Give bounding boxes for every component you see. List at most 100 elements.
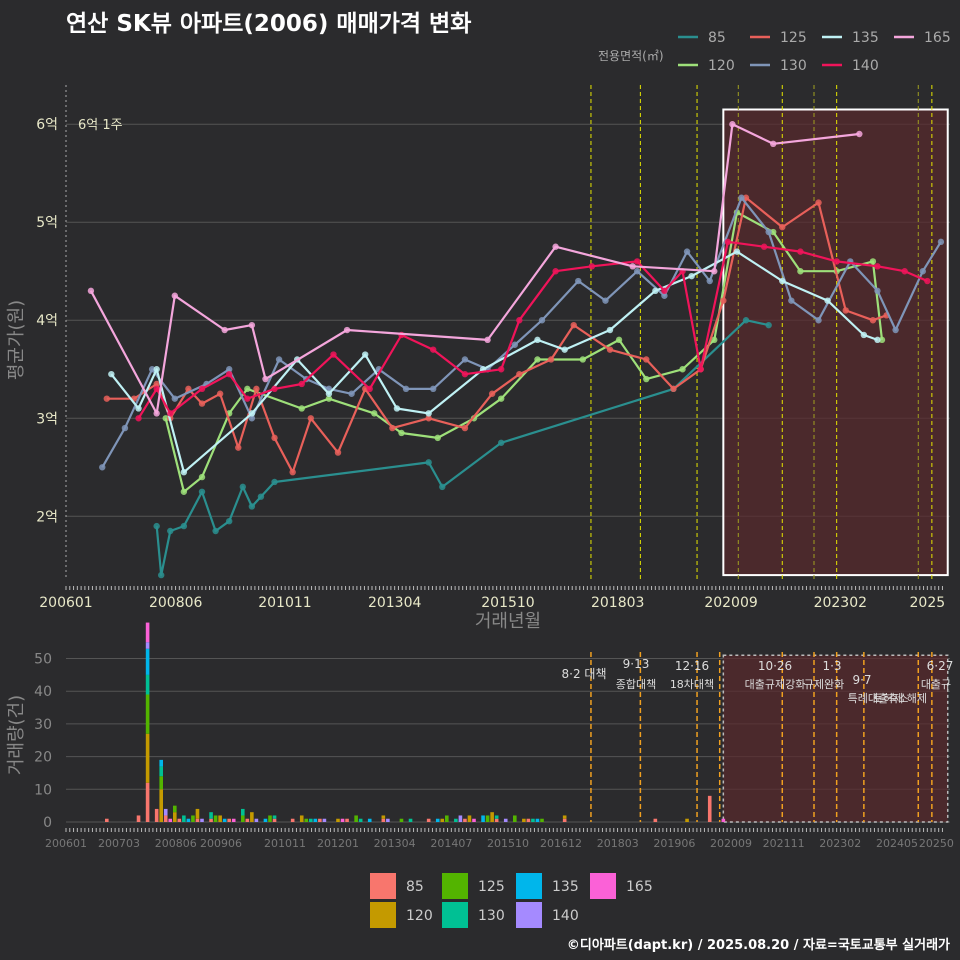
price-point-130 — [815, 317, 822, 324]
volume-policy-label: 9·7 — [852, 673, 871, 687]
price-point-85 — [167, 527, 174, 535]
volume-bar-125 — [354, 815, 358, 822]
volume-bar-85 — [494, 818, 499, 822]
volume-bar-140 — [254, 818, 259, 822]
price-point-120 — [869, 258, 877, 265]
volume-bar-130 — [272, 815, 277, 819]
volume-policy-label: 8·2 대책 — [562, 666, 607, 681]
price-point-135 — [325, 390, 333, 397]
price-point-165 — [484, 336, 491, 344]
price-x-tick-label: 201803 — [591, 595, 644, 611]
volume-x-tick-label: 200906 — [200, 837, 242, 850]
price-point-130 — [919, 268, 926, 275]
volume-bar-120 — [440, 818, 445, 822]
volume-y-tick-label: 40 — [34, 684, 52, 700]
volume-bar-130 — [408, 818, 413, 822]
volume-bar-125 — [159, 776, 163, 790]
volume-bar-165 — [340, 818, 345, 822]
price-point-165 — [87, 287, 95, 295]
price-point-120 — [534, 356, 541, 363]
price-point-85 — [226, 517, 233, 525]
price-legend-label-125: 125 — [780, 30, 807, 46]
price-point-85 — [239, 483, 246, 491]
volume-x-tick-label: 201201 — [317, 837, 359, 850]
price-point-140 — [697, 366, 704, 373]
price-legend-label-135: 135 — [852, 30, 879, 46]
price-x-tick-label: 201011 — [258, 595, 311, 611]
volume-bar-120 — [173, 812, 177, 822]
volume-x-tick-label: 202405 — [876, 837, 918, 850]
price-point-165 — [171, 292, 178, 299]
price-x-tick-label: 200806 — [149, 595, 203, 611]
price-point-130 — [148, 366, 156, 373]
volume-legend-label-125: 125 — [478, 879, 505, 895]
price-point-135 — [135, 405, 142, 412]
volume-x-tick-label: 200703 — [98, 837, 140, 850]
price-point-125 — [271, 434, 278, 442]
price-point-165 — [153, 410, 160, 417]
volume-bar-125 — [445, 815, 449, 822]
volume-y-tick-label: 30 — [34, 717, 52, 733]
volume-bar-140 — [145, 642, 150, 649]
price-point-125 — [869, 317, 877, 324]
price-point-120 — [371, 410, 378, 417]
price-point-140 — [552, 268, 559, 275]
price-point-120 — [498, 395, 505, 402]
price-x-tick-label: 202302 — [814, 595, 867, 611]
volume-x-tick-label: 202302 — [819, 837, 861, 850]
volume-bar-165 — [721, 818, 726, 822]
price-point-135 — [652, 287, 659, 295]
volume-bar-140 — [386, 818, 390, 822]
price-y-axis-title: 평균가(원) — [6, 300, 27, 380]
price-point-140 — [198, 385, 206, 393]
volume-bar-85 — [653, 818, 658, 822]
volume-bar-165 — [145, 622, 150, 643]
price-x-tick-label: 200601 — [39, 595, 92, 611]
price-y-tick-label: 6억 — [36, 117, 58, 133]
price-point-135 — [393, 405, 401, 412]
volume-y-tick-label: 0 — [43, 815, 52, 831]
price-point-130 — [892, 326, 899, 334]
price-point-120 — [711, 336, 718, 344]
price-point-130 — [248, 415, 256, 422]
volume-bar-130 — [209, 812, 213, 819]
volume-bar-120 — [218, 815, 222, 822]
volume-bar-130 — [182, 815, 186, 822]
volume-x-tick-label: 201803 — [597, 837, 639, 850]
price-point-140 — [661, 287, 668, 295]
price-annotation-label: 6억 1주 — [78, 118, 123, 133]
volume-legend-label-85: 85 — [406, 879, 424, 895]
price-point-135 — [180, 468, 188, 476]
price-point-165 — [856, 130, 863, 138]
price-point-120 — [770, 228, 777, 236]
volume-bar-85 — [345, 818, 349, 822]
volume-legend-label-140: 140 — [552, 908, 579, 924]
price-point-165 — [729, 121, 736, 128]
price-point-130 — [461, 356, 469, 363]
volume-bar-130 — [494, 815, 499, 819]
volume-legend-label-130: 130 — [478, 908, 505, 924]
volume-bar-120 — [195, 808, 200, 819]
volume-y-tick-label: 20 — [34, 750, 52, 766]
volume-bar-140 — [163, 808, 168, 816]
price-point-135 — [688, 272, 695, 280]
price-point-140 — [901, 268, 908, 275]
price-y-tick-label: 3억 — [36, 411, 58, 427]
price-point-140 — [271, 385, 278, 393]
price-point-165 — [262, 375, 269, 383]
price-point-85 — [198, 488, 206, 495]
volume-y-tick-label: 10 — [34, 782, 52, 798]
price-point-130 — [661, 292, 668, 299]
price-point-120 — [180, 488, 188, 495]
volume-policy-label: 종합대책 — [616, 678, 656, 691]
volume-bar-120 — [522, 818, 526, 822]
price-point-140 — [516, 317, 523, 324]
price-point-125 — [153, 380, 160, 388]
volume-bar-120 — [299, 815, 304, 822]
volume-bar-135 — [435, 818, 440, 822]
volume-bar-85 — [562, 818, 567, 822]
price-point-120 — [679, 366, 686, 373]
price-point-130 — [788, 297, 795, 304]
price-x-axis-title: 거래년월 — [475, 611, 541, 632]
price-point-125 — [516, 370, 523, 378]
